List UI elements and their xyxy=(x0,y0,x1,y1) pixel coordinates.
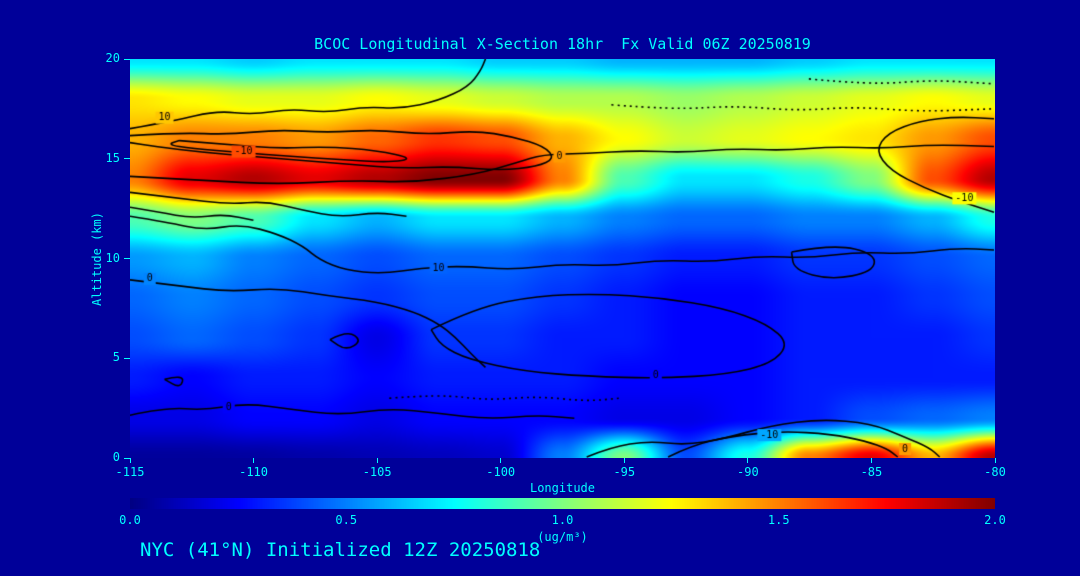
x-tick-label: -100 xyxy=(486,465,516,479)
y-tick-label: 20 xyxy=(105,51,120,65)
y-axis-tick xyxy=(124,158,130,160)
y-tick-label: 10 xyxy=(105,250,120,265)
x-axis-tick xyxy=(376,458,378,463)
x-tick-label: -110 xyxy=(239,465,269,479)
y-axis-tick xyxy=(124,457,130,459)
plot-title: BCOC Longitudinal X-Section 18hr Fx Vali… xyxy=(314,35,811,53)
colorbar-units-label: (ug/m³) xyxy=(537,530,588,544)
colorbar-canvas xyxy=(130,498,995,509)
y-axis-tick xyxy=(124,58,130,60)
y-tick-label: 5 xyxy=(112,350,120,365)
x-axis-label: Longitude xyxy=(529,481,596,495)
y-axis-tick xyxy=(124,258,130,259)
y-axis-tick xyxy=(124,357,130,359)
x-tick-label: -85 xyxy=(860,465,883,479)
x-axis-tick xyxy=(747,458,749,463)
x-tick-label: -80 xyxy=(984,465,1006,479)
x-axis-tick xyxy=(500,458,502,463)
x-tick-label: -105 xyxy=(362,465,392,479)
colorbar-tick-label: 1.5 xyxy=(767,513,790,527)
x-tick-label: -95 xyxy=(613,465,636,479)
x-tick-label: -90 xyxy=(737,465,759,479)
y-tick-label: 0 xyxy=(112,450,120,464)
y-tick-label: 15 xyxy=(105,150,120,165)
colorbar-tick-label: 0.0 xyxy=(119,513,141,527)
x-axis-tick xyxy=(994,458,996,463)
colorbar-tick-label: 1.0 xyxy=(551,513,574,527)
colorbar-tick-label: 2.0 xyxy=(984,513,1006,527)
colorbar-tick-label: 0.5 xyxy=(335,513,358,527)
init-info-label: NYC (41°N) Initialized 12Z 20250818 xyxy=(140,539,541,561)
x-axis-tick xyxy=(870,458,872,463)
x-tick-label: -115 xyxy=(115,465,145,479)
x-axis-tick xyxy=(253,458,255,463)
x-axis-tick xyxy=(623,458,625,463)
xsection-heatmap-canvas xyxy=(130,59,995,458)
x-axis-tick xyxy=(129,458,131,463)
